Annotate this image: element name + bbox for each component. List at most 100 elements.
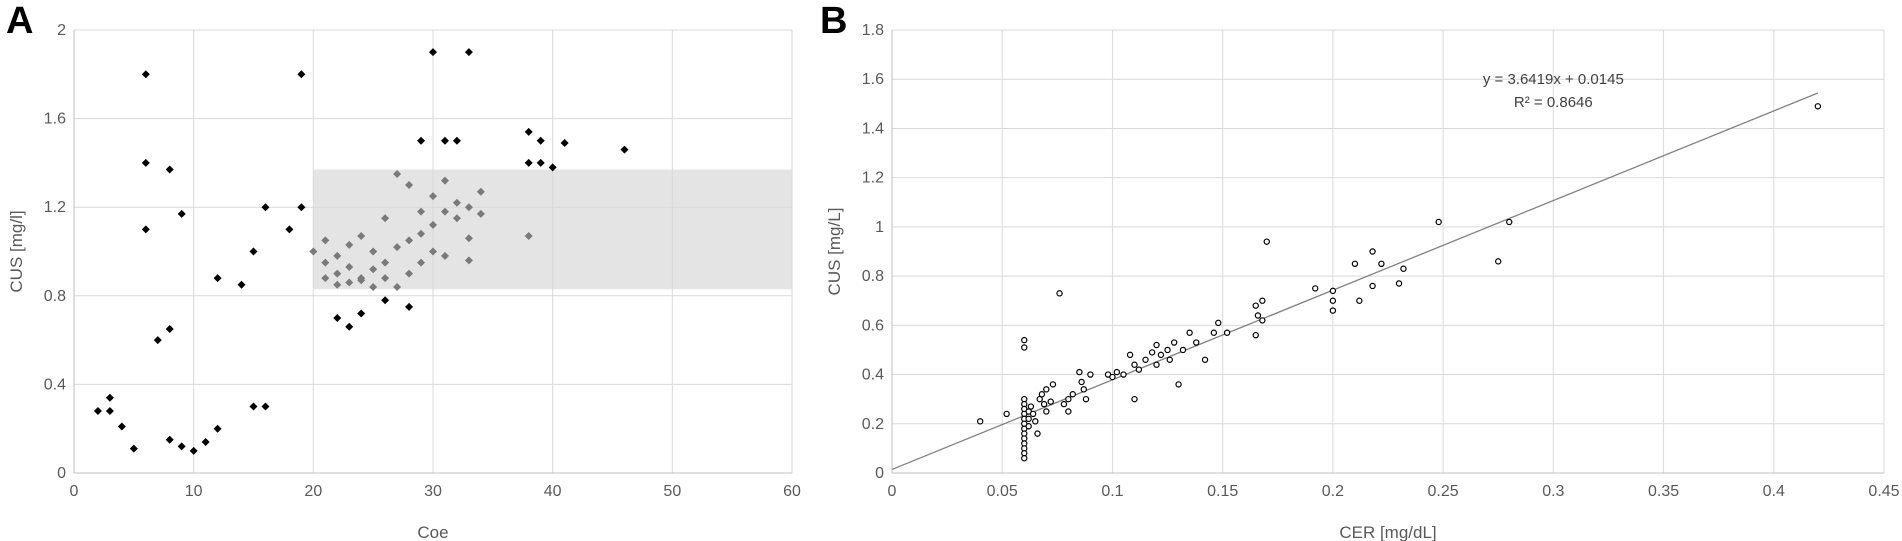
chart-b-data-point (1164, 346, 1171, 354)
chart-a-data-point (345, 322, 354, 331)
chart-b-y-tick-label: 1.8 (862, 22, 884, 39)
chart-a-data-point (321, 236, 330, 245)
chart-a-y-tick-label: 0.8 (44, 288, 66, 305)
chart-a-data-point (357, 309, 366, 318)
chart-a-x-tick-label: 40 (544, 483, 562, 500)
chart-a-data-point (524, 158, 533, 167)
chart-a-data-point (345, 278, 354, 287)
chart-a-data-point (105, 406, 114, 415)
chart-b-data-point (1021, 455, 1028, 462)
chart-b-data-point (1109, 373, 1116, 381)
chart-b-data-point (1506, 218, 1513, 226)
chart-a-data-point (369, 247, 378, 256)
chart-b-data-point (1329, 287, 1337, 295)
chart-a-data-point (536, 136, 545, 145)
chart-a-data-point (393, 169, 402, 178)
chart-a-data-point (237, 280, 246, 289)
chart-a-data-point (345, 263, 354, 272)
chart-b-data-point (1814, 103, 1822, 110)
chart-b-data-point (1254, 312, 1262, 319)
chart-a-x-tick-label: 10 (185, 483, 203, 500)
chart-b-y-tick-label: 0.4 (862, 367, 884, 384)
chart-a-data-point (333, 280, 342, 289)
chart-a-data-point (440, 136, 449, 145)
chart-b-data-point (1329, 307, 1337, 314)
chart-b-data-point (1003, 410, 1010, 418)
chart-b-data-point (1131, 395, 1138, 403)
chart-a-data-point (249, 402, 258, 411)
chart-b-annotation: R² = 0.8646 (1514, 94, 1593, 111)
chart-a-data-point (464, 48, 473, 57)
chart-b-data-point (1369, 248, 1376, 255)
chart-a-x-tick-label: 20 (304, 483, 322, 500)
chart-b-data-point (1252, 331, 1259, 339)
chart-a-data-point (141, 158, 150, 167)
chart-b-x-axis-label: CER [mg/dL] (1339, 523, 1436, 541)
chart-b-data-point (1043, 408, 1050, 415)
chart-b-data-point (1312, 285, 1319, 292)
chart-b-y-tick-label: 1.6 (862, 71, 884, 88)
chart-a-data-point (285, 225, 294, 234)
chart-b-y-tick-label: 1.4 (862, 120, 884, 137)
chart-a-data-point (429, 220, 437, 229)
chart-b-x-tick-label: 0.2 (1322, 483, 1344, 500)
chart-b-data-point (1166, 356, 1173, 363)
chart-a-data-point (297, 203, 306, 212)
chart-a-data-point (548, 163, 557, 172)
chart-b-y-tick-label: 0.6 (862, 317, 884, 334)
chart-a-data-point (405, 269, 414, 278)
chart-a-data-point (357, 231, 366, 240)
chart-b-data-point (1135, 366, 1143, 373)
chart-b-data-point (1153, 361, 1160, 368)
chart-b-data-point (1021, 336, 1028, 344)
chart-b-data-point (1400, 265, 1407, 272)
chart-b-data-point (976, 418, 984, 425)
chart-b-data-point (1076, 368, 1083, 376)
chart-b-data-point (1029, 410, 1037, 418)
chart-a-data-point (249, 247, 258, 256)
chart-a-data-point (213, 274, 222, 283)
chart-a-y-tick-label: 1.2 (44, 199, 66, 216)
chart-a-data-point (452, 198, 461, 207)
chart-b-data-point (1082, 395, 1090, 403)
chart-a-y-tick-label: 1.6 (44, 111, 66, 128)
chart-b-x-tick-label: 0.35 (1648, 483, 1679, 500)
chart-b: 0 0.2 0.4 0.6 0.8 1 1.2 1.4 1.6 1.8 0 0.05 0.1 0.15 0.… (825, 22, 1900, 541)
chart-a-data-point (369, 282, 378, 291)
chart-a-data-point (381, 296, 390, 305)
chart-a-data-point (93, 406, 102, 415)
chart-b-data-point (1027, 403, 1035, 410)
chart-b-data-point (1021, 344, 1028, 351)
chart-b-x-tick-label: 0.25 (1428, 483, 1459, 500)
chart-b-x-tick-label: 0.05 (987, 483, 1018, 500)
chart-a-data-point (261, 203, 270, 212)
chart-a-data-point (464, 203, 473, 212)
chart-b-data-point (1126, 351, 1134, 359)
chart-b-data-point (1259, 297, 1266, 304)
chart-a-data-point (476, 187, 485, 196)
chart-b-data-point (1038, 391, 1046, 398)
chart-b-data-point (1378, 260, 1385, 268)
chart-b-data-point (1078, 378, 1085, 386)
chart-a-data-point (177, 442, 186, 451)
chart-b-data-point (1087, 371, 1094, 378)
chart-b-data-point (1065, 408, 1072, 415)
chart-b-data-point (1263, 238, 1270, 245)
chart-a-data-point (381, 258, 390, 267)
chart-b-data-point (1036, 395, 1043, 403)
chart-b-y-tick-label: 0.8 (862, 268, 884, 285)
panel-a-letter: A (6, 0, 34, 42)
chart-a-data-point (177, 209, 186, 218)
panel-b-letter: B (820, 0, 848, 42)
chart-a-data-point (345, 240, 354, 249)
chart-a-data-point (440, 207, 449, 216)
chart-a-data-point (165, 325, 174, 334)
chart-b-data-point (1043, 386, 1050, 393)
chart-b-data-point (1153, 341, 1160, 349)
chart-a-data-point (429, 48, 437, 57)
chart-a-data-point (321, 274, 330, 283)
chart-a-data-point (261, 402, 270, 411)
chart-b-data-point (1080, 386, 1087, 393)
chart-a-data-point (405, 181, 414, 190)
chart-b-data-point (1395, 280, 1403, 287)
